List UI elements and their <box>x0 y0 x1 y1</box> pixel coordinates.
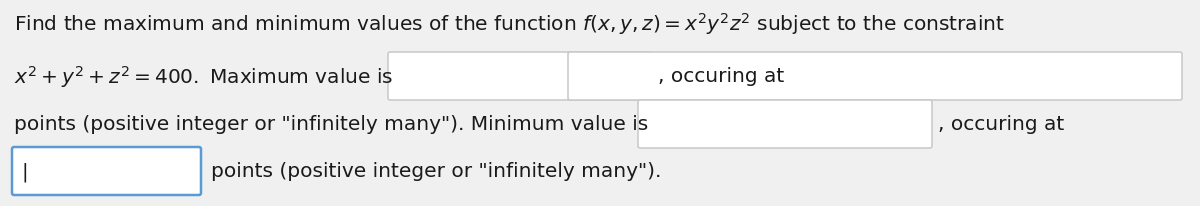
FancyBboxPatch shape <box>568 53 1182 101</box>
Text: , occuring at: , occuring at <box>658 67 785 86</box>
Text: , occuring at: , occuring at <box>938 115 1064 134</box>
FancyBboxPatch shape <box>388 53 652 101</box>
Text: points (positive integer or "infinitely many"). Minimum value is: points (positive integer or "infinitely … <box>14 115 648 134</box>
Text: |: | <box>22 162 29 181</box>
Text: Find the maximum and minimum values of the function $f(x, y, z) = x^2y^2z^2$ sub: Find the maximum and minimum values of t… <box>14 11 1004 37</box>
Text: $x^2 + y^2 + z^2 = 400.$ Maximum value is: $x^2 + y^2 + z^2 = 400.$ Maximum value i… <box>14 64 394 90</box>
FancyBboxPatch shape <box>12 147 202 195</box>
Text: points (positive integer or "infinitely many").: points (positive integer or "infinitely … <box>211 162 661 181</box>
FancyBboxPatch shape <box>638 101 932 148</box>
